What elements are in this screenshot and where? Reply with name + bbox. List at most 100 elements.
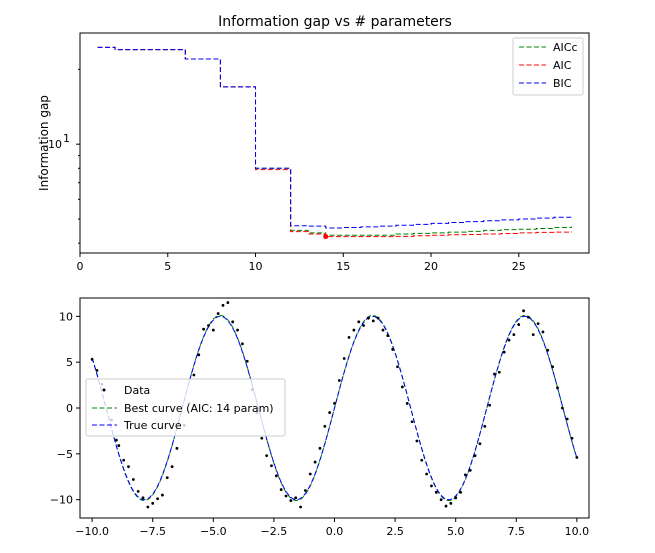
data-point: [565, 417, 569, 421]
bottom-xtick-label: −5.0: [200, 525, 227, 538]
data-point: [396, 365, 399, 369]
bottom-ytick-label: 5: [66, 356, 73, 369]
top-chart-title: Information gap vs # parameters: [218, 14, 452, 30]
data-point: [420, 458, 424, 462]
top-xtick-label: 0: [77, 260, 84, 273]
bottom-xtick-label: 2.5: [386, 525, 404, 538]
top-xtick-label: 20: [424, 260, 438, 273]
bottom-ytick-label: −5: [57, 448, 73, 461]
bottom-chart-ticks: −10.0 −7.5 −5.0 −2.5 0.0 2.5 5.0 7.5 10.0 −10 −5 0 5…: [50, 310, 589, 538]
data-point: [122, 458, 126, 462]
data-point: [502, 350, 506, 354]
data-point: [522, 309, 525, 313]
legend-label-aicc: AICc: [553, 41, 578, 54]
data-point: [197, 353, 201, 357]
data-point: [156, 497, 159, 501]
data-point: [127, 465, 130, 469]
data-point: [367, 316, 370, 320]
bottom-legend-box: [85, 378, 286, 437]
data-point: [551, 365, 555, 369]
data-point: [463, 473, 467, 477]
bottom-chart-frame: [79, 297, 590, 519]
data-point: [231, 320, 235, 324]
data-point: [284, 494, 288, 498]
data-point: [478, 442, 482, 446]
data-point: [136, 490, 140, 493]
legend-label-aic: AIC: [553, 59, 572, 72]
top-chart-legend: AICc AIC BIC: [512, 37, 584, 96]
data-point: [245, 359, 249, 363]
data-point: [294, 496, 298, 500]
top-chart-ylabel: Information gap: [37, 95, 51, 191]
data-point: [517, 323, 521, 326]
data-point: [211, 328, 215, 332]
data-point: [459, 490, 462, 494]
bottom-ytick-label: 0: [66, 402, 73, 415]
data-point: [362, 324, 365, 327]
data-point: [221, 303, 225, 307]
data-point: [391, 347, 395, 351]
true-curve-line: [91, 315, 578, 501]
data-point: [333, 402, 336, 405]
data-point: [527, 315, 530, 319]
data-point: [226, 301, 230, 304]
legend-marker-data: [102, 388, 106, 392]
data-point: [468, 468, 472, 472]
data-point: [274, 474, 278, 478]
data-point: [308, 472, 312, 476]
data-point: [430, 484, 433, 488]
data-point: [352, 328, 356, 332]
data-point: [371, 319, 375, 323]
top-legend-box: [512, 37, 584, 96]
data-point: [425, 472, 429, 476]
data-point: [270, 464, 273, 468]
data-point: [376, 316, 380, 320]
data-point: [473, 454, 477, 458]
top-xtick-label: 15: [336, 260, 350, 273]
data-point: [141, 496, 145, 500]
data-point: [202, 327, 206, 331]
top-chart: Information gap vs # parameters Informat…: [37, 14, 590, 273]
data-point: [114, 438, 118, 442]
data-point: [95, 369, 99, 372]
data-point: [265, 454, 269, 458]
data-point: [260, 436, 264, 440]
bottom-chart-legend: Data Best curve (AIC: 14 param) True cur…: [85, 378, 286, 437]
data-point: [405, 402, 409, 405]
data-point: [342, 357, 346, 360]
data-point: [439, 498, 443, 502]
top-chart-lines: [97, 46, 572, 240]
data-point: [575, 456, 579, 459]
top-ytick-exponent: 1: [63, 132, 70, 145]
data-point: [165, 476, 169, 480]
bottom-xtick-label: 10.0: [565, 525, 590, 538]
bottom-xtick-label: −7.5: [139, 525, 166, 538]
data-point: [90, 358, 94, 361]
data-point: [410, 420, 414, 424]
data-point: [151, 501, 155, 505]
data-point: [541, 330, 545, 334]
bottom-xtick-label: −2.5: [261, 525, 288, 538]
legend-label-true: True curve: [123, 419, 182, 432]
data-point: [536, 322, 540, 326]
data-point: [454, 496, 458, 500]
data-point: [381, 328, 385, 332]
data-point: [216, 312, 220, 315]
legend-label-best: Best curve (AIC: 14 param): [124, 402, 274, 415]
legend-label-data: Data: [124, 384, 150, 397]
bottom-ytick-label: −10: [50, 494, 73, 507]
data-point: [279, 488, 283, 491]
data-point: [175, 446, 179, 450]
data-point: [556, 386, 559, 390]
data-point: [444, 504, 448, 508]
data-point: [497, 370, 501, 374]
data-point: [192, 373, 196, 377]
data-point: [531, 333, 535, 337]
data-point: [328, 411, 332, 414]
data-point: [488, 403, 492, 407]
bottom-xtick-label: −10.0: [75, 525, 109, 538]
data-point: [507, 338, 511, 342]
data-point: [323, 424, 327, 428]
